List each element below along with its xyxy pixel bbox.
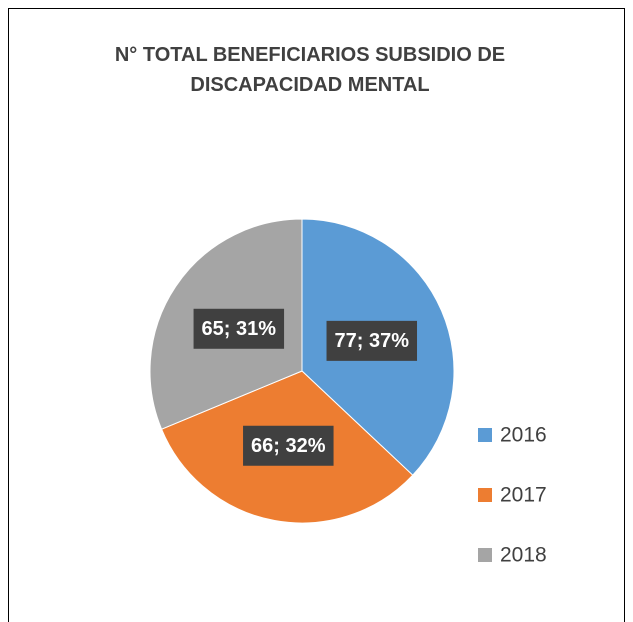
legend-swatch [478, 488, 492, 502]
chart-title: N° TOTAL BENEFICIARIOS SUBSIDIO DE DISCA… [114, 44, 506, 96]
data-label-box [193, 308, 285, 349]
legend-label: 2018 [500, 544, 547, 567]
legend-swatch [478, 428, 492, 442]
legend-label: 2016 [500, 424, 547, 447]
data-label-box [326, 320, 418, 361]
data-label: 66; 32% [251, 435, 326, 457]
chart-frame [8, 8, 625, 622]
legend-swatch [478, 548, 492, 562]
data-label: 65; 31% [202, 318, 277, 340]
data-label: 77; 37% [335, 330, 410, 352]
data-label-box [243, 425, 334, 466]
legend-label: 2017 [500, 484, 547, 507]
